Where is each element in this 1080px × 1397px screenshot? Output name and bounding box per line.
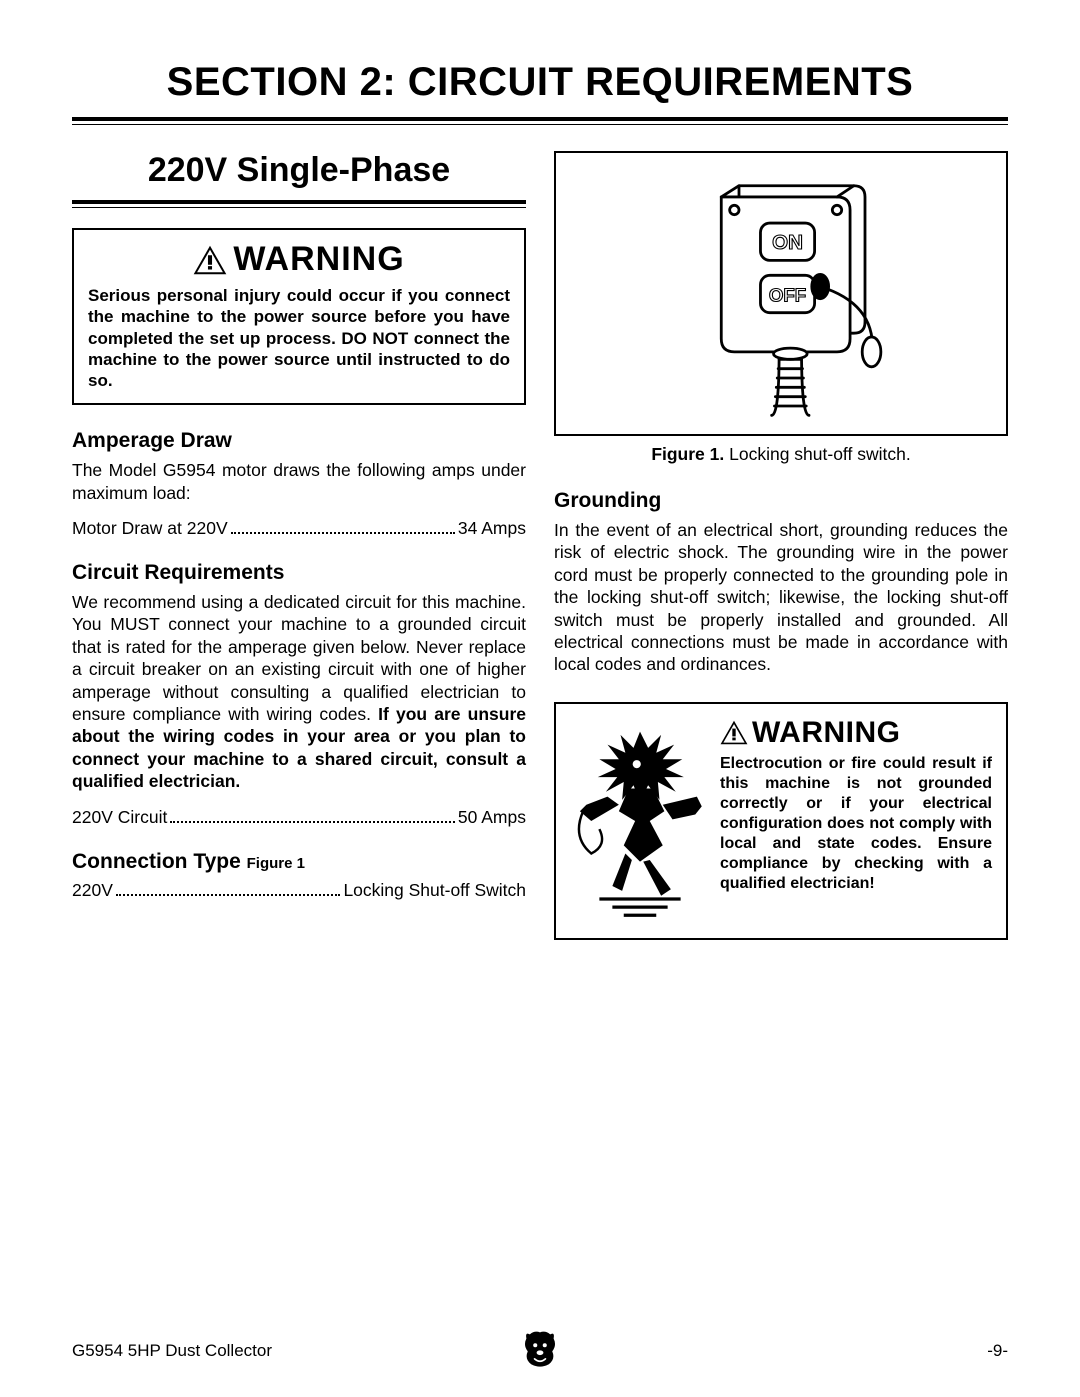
circuit-paragraph: We recommend using a dedicated circuit f… — [72, 591, 526, 793]
amperage-spec-label: Motor Draw at 220V — [72, 518, 228, 539]
connection-spec-value: Locking Shut-off Switch — [343, 880, 526, 901]
dot-leader — [116, 880, 341, 896]
connection-type-label: Connection Type — [72, 850, 247, 873]
dot-leader — [170, 807, 455, 823]
circuit-spec-row: 220V Circuit 50 Amps — [72, 807, 526, 828]
svg-text:ON: ON — [772, 231, 803, 254]
subrule-thin — [72, 207, 526, 208]
warning-box-setup: WARNING Serious personal injury could oc… — [72, 228, 526, 405]
page-footer: G5954 5HP Dust Collector -9- — [72, 1341, 1008, 1361]
connection-type-figure-ref: Figure 1 — [247, 855, 305, 872]
warning2-body-text: Electrocution or fire could result if th… — [720, 754, 992, 894]
amperage-paragraph: The Model G5954 motor draws the followin… — [72, 459, 526, 504]
figure-1-caption: Figure 1. Locking shut-off switch. — [554, 444, 1008, 465]
circuit-heading: Circuit Requirements — [72, 561, 526, 585]
warning-triangle-icon — [193, 245, 227, 275]
rule-thin — [72, 124, 1008, 125]
rule-thick — [72, 117, 1008, 121]
warning-body-text: Serious personal injury could occur if y… — [88, 285, 510, 391]
right-column: ON OFF Figure 1. Locking shut-off switch… — [554, 151, 1008, 940]
circuit-spec-label: 220V Circuit — [72, 807, 167, 828]
warning2-label: WARNING — [752, 716, 901, 750]
amperage-heading: Amperage Draw — [72, 429, 526, 453]
warning2-text-block: WARNING Electrocution or fire could resu… — [720, 716, 992, 894]
electrocution-icon-cell — [570, 716, 710, 926]
dot-leader — [231, 518, 455, 534]
warning-box-electrocution: WARNING Electrocution or fire could resu… — [554, 702, 1008, 940]
svg-text:OFF: OFF — [769, 284, 806, 305]
amperage-spec-value: 34 Amps — [458, 518, 526, 539]
bear-logo-icon — [523, 1330, 557, 1368]
left-column: 220V Single-Phase WARNING Serious person… — [72, 151, 526, 940]
connection-type-heading: Connection Type Figure 1 — [72, 850, 526, 874]
two-column-layout: 220V Single-Phase WARNING Serious person… — [72, 151, 1008, 940]
figure-caption-bold: Figure 1. — [651, 444, 724, 464]
circuit-spec-value: 50 Amps — [458, 807, 526, 828]
connection-spec-row: 220V Locking Shut-off Switch — [72, 880, 526, 901]
footer-logo — [523, 1330, 557, 1373]
grounding-paragraph: In the event of an electrical short, gro… — [554, 519, 1008, 676]
figure-1-box: ON OFF — [554, 151, 1008, 436]
warning-label: WARNING — [233, 240, 404, 279]
amperage-spec-row: Motor Draw at 220V 34 Amps — [72, 518, 526, 539]
locking-switch-illustration: ON OFF — [641, 164, 921, 424]
connection-spec-label: 220V — [72, 880, 113, 901]
grounding-heading: Grounding — [554, 489, 1008, 513]
footer-page-number: -9- — [987, 1341, 1008, 1361]
section-title: SECTION 2: CIRCUIT REQUIREMENTS — [72, 60, 1008, 105]
footer-product: G5954 5HP Dust Collector — [72, 1341, 272, 1361]
warning-triangle-icon — [720, 720, 748, 745]
figure-caption-rest: Locking shut-off switch. — [724, 444, 910, 464]
voltage-heading: 220V Single-Phase — [72, 151, 526, 190]
subrule-thick — [72, 200, 526, 204]
electrocution-icon — [575, 716, 705, 926]
warning-header: WARNING — [88, 240, 510, 279]
warning2-header: WARNING — [720, 716, 992, 750]
